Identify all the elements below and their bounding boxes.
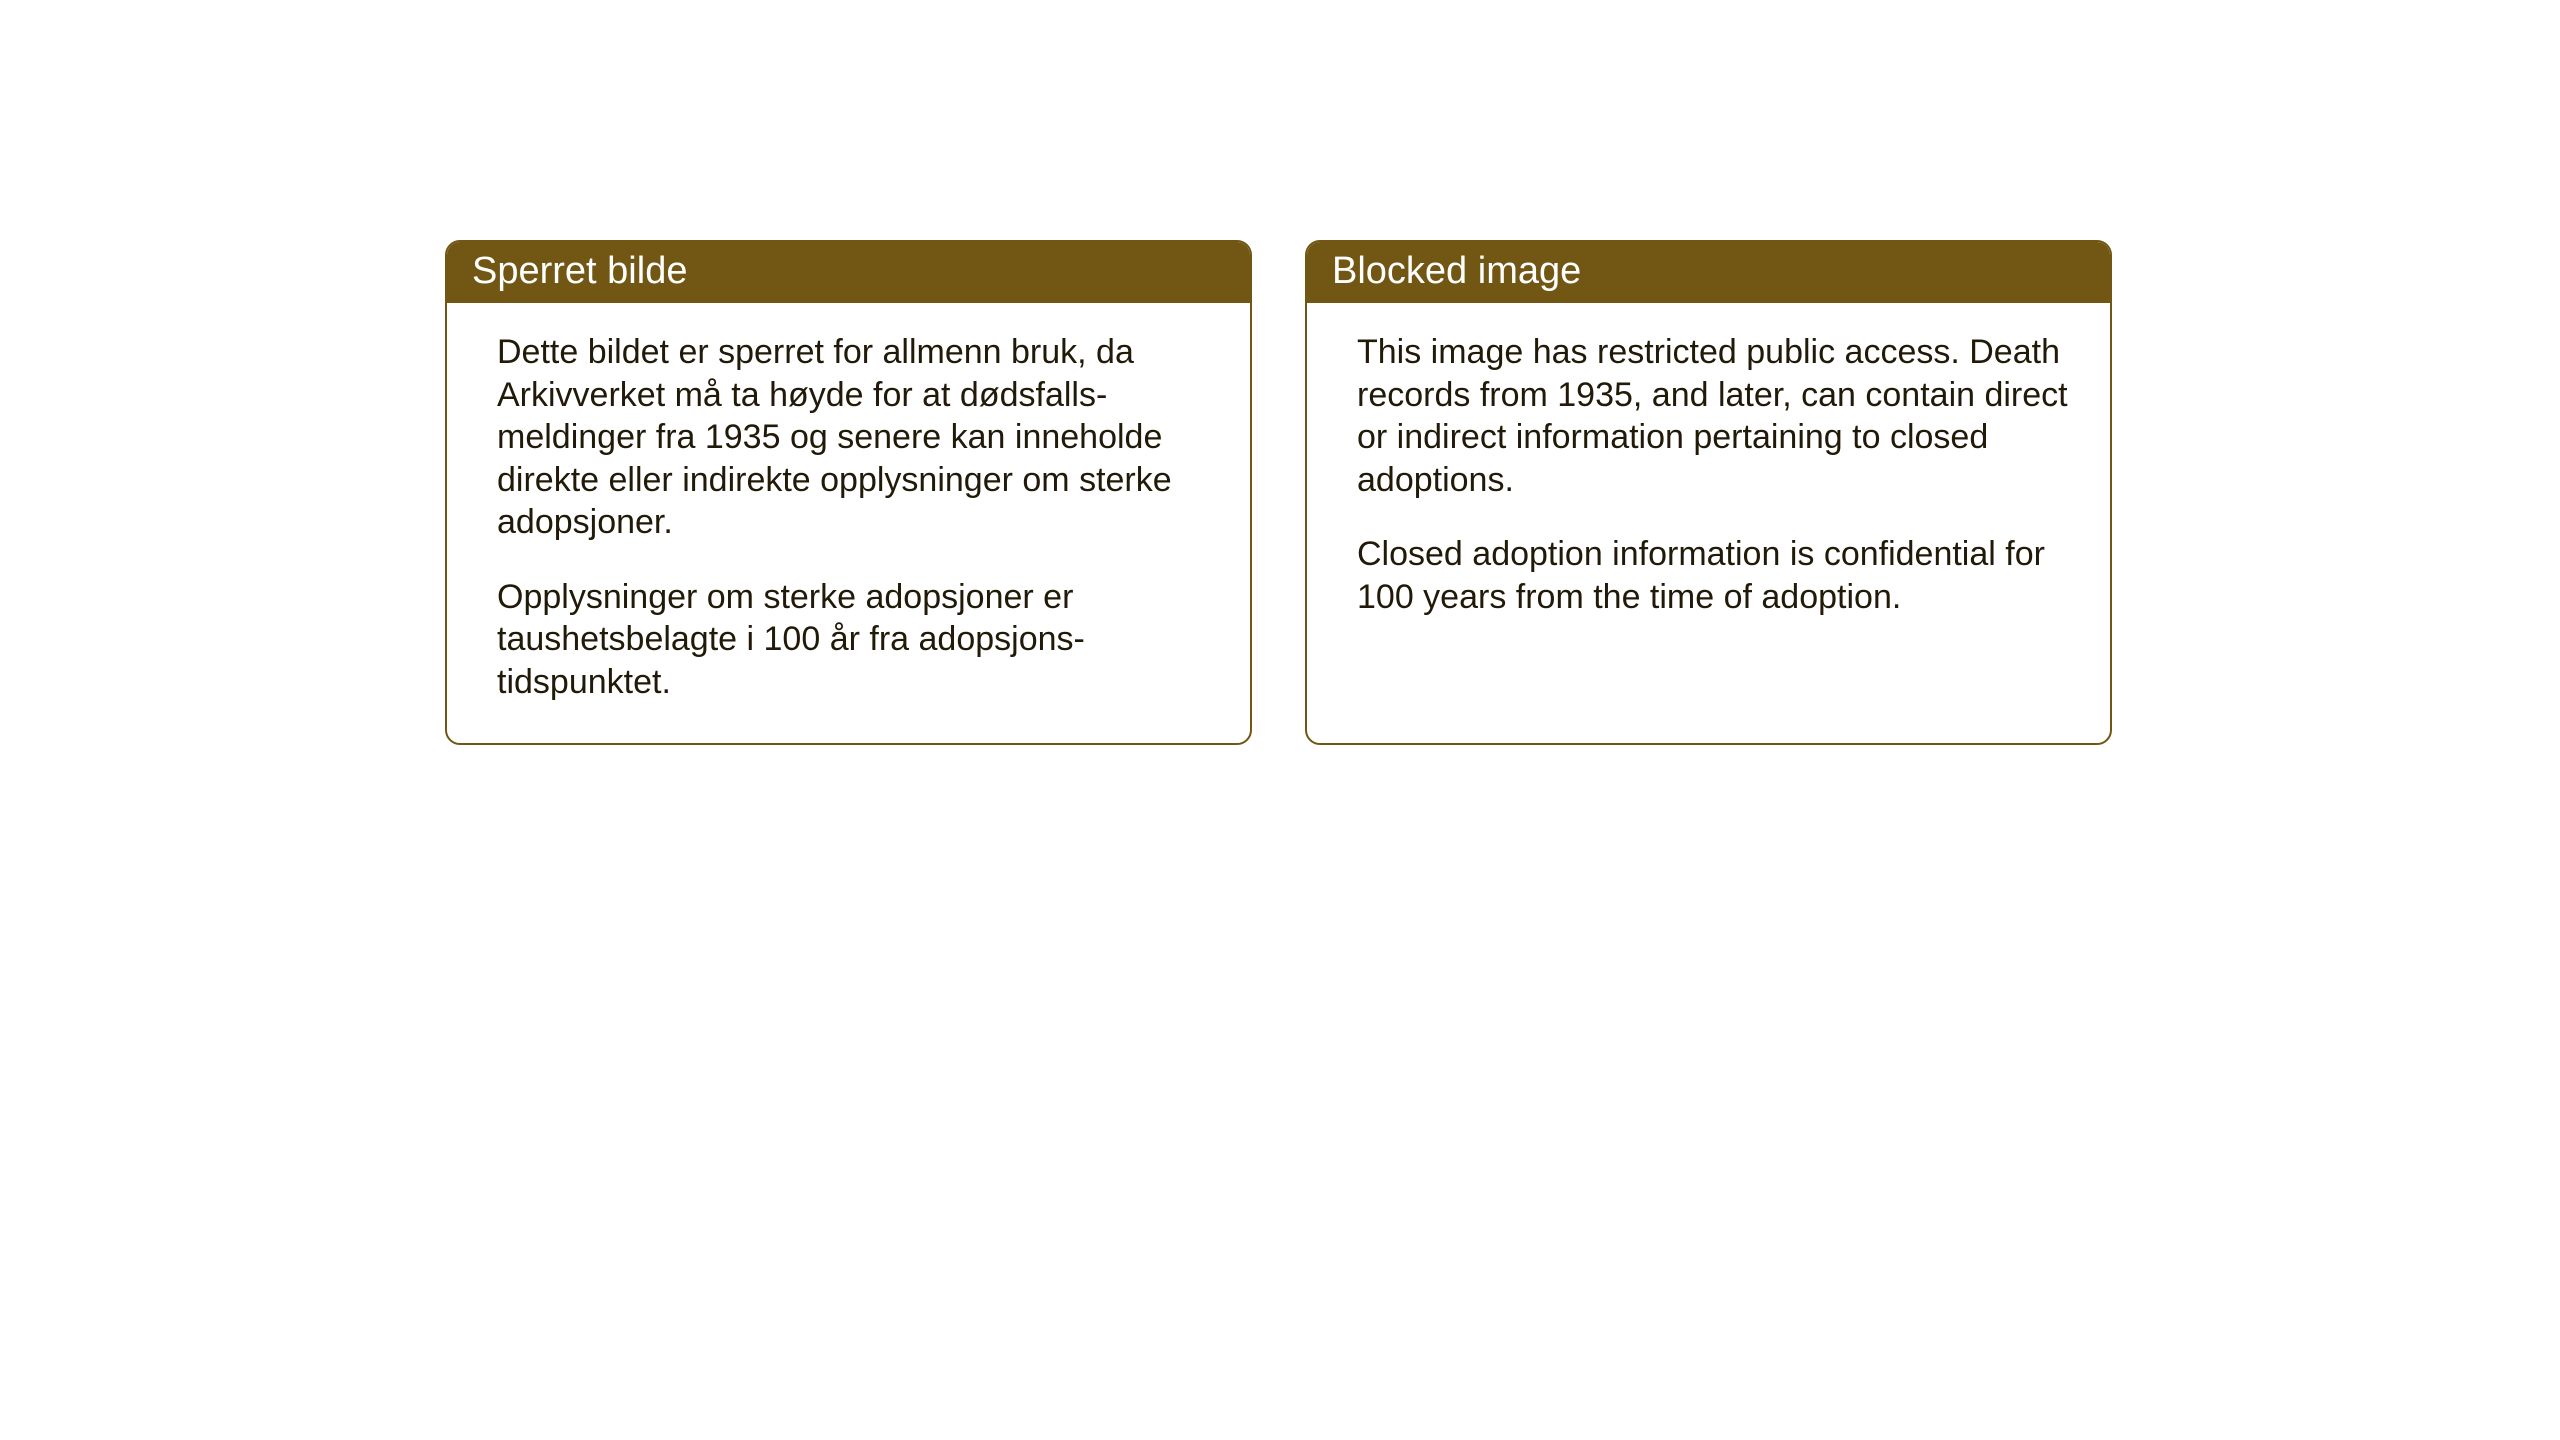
panel-norwegian: Sperret bilde Dette bildet er sperret fo… [445,240,1252,745]
panel-body-english: This image has restricted public access.… [1307,303,2110,658]
panel-title: Sperret bilde [472,250,687,292]
panel-english: Blocked image This image has restricted … [1305,240,2112,745]
panel-header-norwegian: Sperret bilde [447,242,1250,303]
panel-paragraph: Opplysninger om sterke adopsjoner er tau… [497,576,1210,704]
panel-header-english: Blocked image [1307,242,2110,303]
panel-paragraph: Dette bildet er sperret for allmenn bruk… [497,331,1210,544]
panel-paragraph: This image has restricted public access.… [1357,331,2070,501]
panel-title: Blocked image [1332,250,1581,292]
panel-body-norwegian: Dette bildet er sperret for allmenn bruk… [447,303,1250,743]
panels-container: Sperret bilde Dette bildet er sperret fo… [445,240,2112,745]
panel-paragraph: Closed adoption information is confident… [1357,533,2070,618]
